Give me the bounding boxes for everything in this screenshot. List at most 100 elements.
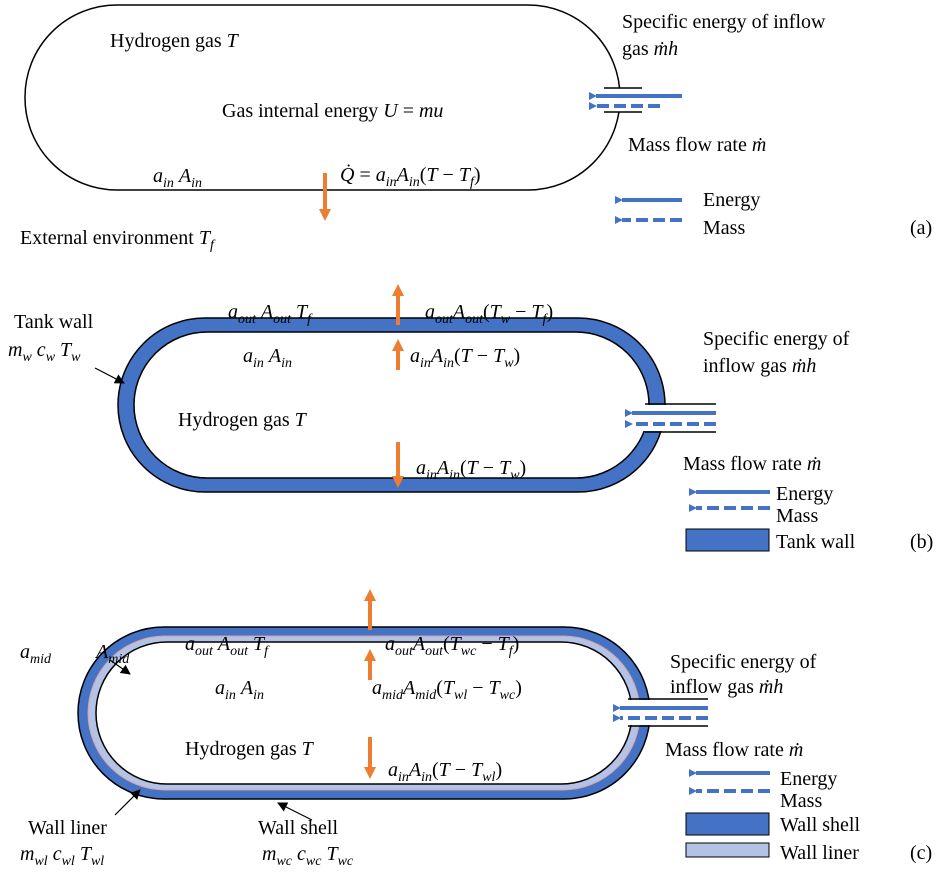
label: External environment Tf xyxy=(20,227,216,253)
legend-wall-liner xyxy=(686,843,769,857)
subscript: in xyxy=(386,175,397,190)
label: Mass flow rate ṁ xyxy=(683,453,821,475)
subscript: in xyxy=(191,176,202,191)
text-segment: a xyxy=(20,641,30,663)
text-segment: − xyxy=(476,633,497,655)
text-segment: − xyxy=(478,457,499,479)
text-segment: ) xyxy=(514,345,521,367)
subscript: wl xyxy=(62,854,75,869)
subscript: out xyxy=(195,644,214,659)
text-segment: Mass flow rate xyxy=(683,453,807,475)
label: inflow gas ṁh xyxy=(670,676,783,698)
subscript: w xyxy=(71,350,81,365)
text-segment: T xyxy=(227,30,240,52)
text-segment: a xyxy=(416,457,426,479)
text-segment: ) xyxy=(474,164,481,186)
label: Wall liner xyxy=(28,817,107,839)
subscript: out xyxy=(465,312,484,327)
subscript: in xyxy=(225,688,236,703)
text-segment: Energy xyxy=(776,483,833,505)
pointer xyxy=(95,368,124,383)
text-segment: − xyxy=(510,301,531,323)
text-segment: A xyxy=(411,633,426,655)
text-segment: (c) xyxy=(910,842,932,864)
text-segment: T xyxy=(302,738,315,760)
text-segment: T xyxy=(295,409,308,431)
subscript: in xyxy=(426,468,437,483)
legend-wall-shell xyxy=(686,813,769,835)
label: mwl cwl Twl xyxy=(20,843,104,869)
legend-label: Mass xyxy=(780,790,822,812)
legend-label: Mass xyxy=(776,505,818,527)
text-segment: m xyxy=(8,339,22,361)
text-segment: Wall liner xyxy=(780,842,859,864)
text-segment: Mass flow rate xyxy=(628,134,752,156)
subscript: in xyxy=(409,175,420,190)
subscript: in xyxy=(420,356,431,371)
panel-tag: (c) xyxy=(910,842,932,864)
subscript: wl xyxy=(91,854,104,869)
text-segment: Hydrogen gas xyxy=(110,30,227,52)
text-segment: A xyxy=(429,345,444,367)
subscript: wc xyxy=(276,854,292,869)
subscript: mid xyxy=(30,652,52,667)
opening xyxy=(625,700,655,725)
subscript: wc xyxy=(461,644,477,659)
subscript: mid xyxy=(382,688,404,703)
text-segment: A xyxy=(216,633,231,655)
text-segment: ṁ xyxy=(807,453,821,475)
text-segment: = xyxy=(354,164,375,186)
text-segment: A xyxy=(94,641,109,663)
figure: Specific energy of inflow gas ṁh Hydroge… xyxy=(0,0,948,873)
text-segment: A xyxy=(177,165,192,187)
subscript: wl xyxy=(454,688,467,703)
text-segment: − xyxy=(438,164,459,186)
panel-tag: (a) xyxy=(910,217,932,239)
text-segment: c xyxy=(37,339,46,361)
text-segment: ṁh xyxy=(792,355,816,377)
text-segment: (b) xyxy=(910,531,933,553)
legend-label: Energy xyxy=(703,189,760,211)
text-segment: a xyxy=(215,677,225,699)
legend-label: Tank wall xyxy=(776,531,856,553)
subscript: wl xyxy=(34,854,47,869)
legend-label: Wall liner xyxy=(780,842,859,864)
subscript: in xyxy=(253,356,264,371)
subscript: in xyxy=(253,688,264,703)
text-segment: Mass flow rate xyxy=(665,739,789,761)
label: Mass flow rate ṁ xyxy=(665,739,803,761)
subscript: wc xyxy=(338,854,354,869)
text-segment: a xyxy=(153,165,163,187)
panel-b: Tank wall mw cw Tw aout Aout Tf aoutAout… xyxy=(8,290,933,553)
label: inflow gas ṁh xyxy=(703,355,816,377)
text-segment: a xyxy=(385,633,395,655)
text-segment: inflow gas xyxy=(670,676,759,698)
text-segment: (a) xyxy=(910,217,932,239)
text-segment: c xyxy=(297,843,306,865)
text-segment: A xyxy=(435,457,450,479)
text-segment: Wall shell xyxy=(780,814,860,836)
subscript: mid xyxy=(415,688,437,703)
label: gas ṁh xyxy=(622,38,678,60)
legend-label: Mass xyxy=(703,217,745,239)
text-segment: ṁh xyxy=(654,38,678,60)
text-segment: Mass xyxy=(780,790,822,812)
text-segment: ) xyxy=(520,457,527,479)
subscript: wc xyxy=(500,688,516,703)
label: Specific energy of inflow xyxy=(622,11,826,33)
text-segment: ṁ xyxy=(789,739,803,761)
panel-tag: (b) xyxy=(910,531,933,553)
label: Hydrogen gas T xyxy=(110,30,240,52)
label: Gas internal energy U = mu xyxy=(222,100,443,122)
legend-label: Energy xyxy=(776,483,833,505)
label: Tank wall xyxy=(14,311,94,333)
subscript: in xyxy=(443,356,454,371)
text-segment: Specific energy of xyxy=(670,651,817,673)
panel-a: Specific energy of inflow gas ṁh Hydroge… xyxy=(20,5,932,253)
label: Mass flow rate ṁ xyxy=(628,134,766,156)
subscript: out xyxy=(238,312,257,327)
subscript: in xyxy=(163,176,174,191)
text-segment: m xyxy=(262,843,276,865)
subscript: wc xyxy=(306,854,322,869)
tank-inner xyxy=(96,642,632,784)
